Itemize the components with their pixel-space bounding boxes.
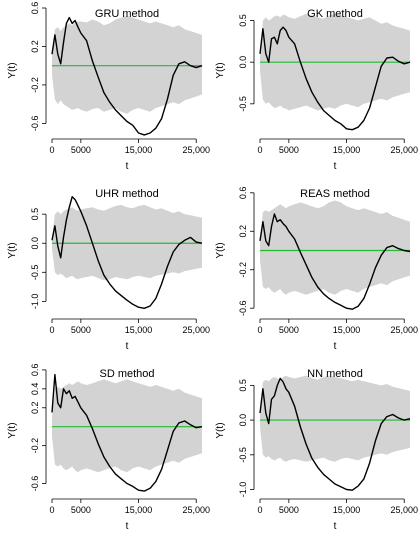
x-tick-label: 0 [49,145,54,155]
x-tick-label: 25,000 [390,505,418,515]
y-tick-label: -0.2 [30,77,40,93]
y-tick-label: -0.6 [30,116,40,132]
y-tick-label: 0.5 [238,379,248,392]
confidence-band [260,375,410,462]
x-axis-label: t [126,161,129,172]
y-tick-label: 0.0 [30,237,40,250]
y-tick-label: -0.6 [30,476,40,492]
x-axis-label: t [126,341,129,352]
y-axis-label: Y(t) [7,422,18,438]
y-tick-label: 0.4 [30,383,40,396]
x-tick-label: 5000 [279,145,299,155]
x-axis-label: t [334,521,337,532]
x-tick-label: 0 [257,505,262,515]
series-line [259,377,411,491]
confidence-band [52,379,202,473]
x-tick-label: 25,000 [182,505,210,515]
series-line [259,26,411,131]
x-tick-label: 25,000 [390,325,418,335]
x-tick-label: 15,000 [125,145,153,155]
y-axis-label: Y(t) [7,62,18,78]
confidence-band [260,200,410,295]
x-tick-label: 0 [49,325,54,335]
x-tick-label: 0 [49,505,54,515]
y-tick-label: 0.6 [30,364,40,377]
y-tick-label: -1.0 [238,482,248,498]
confidence-band [52,15,202,114]
chart-title: NN method [307,368,363,380]
x-tick-label: 5000 [71,145,91,155]
y-tick-label: -0.6 [238,300,248,316]
y-tick-label: 0.2 [30,402,40,415]
chart-title: GK method [307,8,363,20]
x-tick-label: 0 [257,145,262,155]
series-line [259,213,411,310]
y-tick-label: 0.5 [238,14,248,27]
chart-panel: 0.5 0.0 -0.5 0 5000 15,000 25,000 GK method t Y(t… [215,8,418,172]
y-tick-label: -1.0 [30,294,40,310]
y-tick-label: -0.2 [238,262,248,278]
y-tick-label: 0.2 [30,40,40,53]
chart-panel: 0.6 0.2 -0.2 -0.6 0 5000 15,000 25,000 REAS meth… [215,187,418,352]
x-tick-label: 25,000 [390,145,418,155]
y-tick-label: -0.5 [30,265,40,281]
x-tick-label: 0 [257,325,262,335]
x-tick-label: 5000 [279,505,299,515]
x-axis-label: t [126,521,129,532]
y-tick-label: 0.0 [238,56,248,69]
y-axis-label: Y(t) [215,62,226,78]
y-axis-label: Y(t) [215,422,226,438]
y-tick-label: -0.2 [30,438,40,454]
chart-panel: 0.5 0.0 -0.5 -1.0 0 5000 15,000 25,000 NN method… [215,368,418,532]
series-line [51,16,203,136]
chart-title: REAS method [300,188,370,200]
x-tick-label: 25,000 [182,145,210,155]
x-tick-label: 25,000 [182,325,210,335]
x-tick-label: 15,000 [333,145,361,155]
x-tick-label: 15,000 [333,325,361,335]
x-tick-label: 5000 [71,325,91,335]
y-tick-label: 0.2 [238,225,248,238]
y-tick-label: -0.5 [238,96,248,112]
y-tick-label: 0.0 [238,414,248,427]
chart-panel: 0.6 0.2 -0.2 -0.6 0 5000 15,000 25,000 GRU metho… [7,2,210,172]
series-line [51,373,203,492]
chart-title: SD method [99,368,154,380]
x-tick-label: 15,000 [125,325,153,335]
y-tick-label: 0.6 [238,187,248,200]
y-tick-label: 0.6 [30,2,40,15]
y-axis-label: Y(t) [7,242,18,258]
chart-panel: 0.6 0.4 0.2 -0.2 -0.6 0 5000 15,000 25,000 SD met… [7,364,210,532]
x-tick-label: 15,000 [333,505,361,515]
x-axis-label: t [334,341,337,352]
y-axis-label: Y(t) [215,242,226,258]
x-tick-label: 15,000 [125,505,153,515]
series-line [51,196,203,309]
x-tick-label: 5000 [71,505,91,515]
chart-title: UHR method [95,188,159,200]
chart-title: GRU method [95,8,159,20]
chart-panel: 0.5 0.0 -0.5 -1.0 0 5000 15,000 25,000 UHR metho… [7,188,210,352]
x-axis-label: t [334,161,337,172]
y-tick-label: 0.5 [30,208,40,221]
x-tick-label: 5000 [279,325,299,335]
y-tick-label: -0.5 [238,447,248,463]
